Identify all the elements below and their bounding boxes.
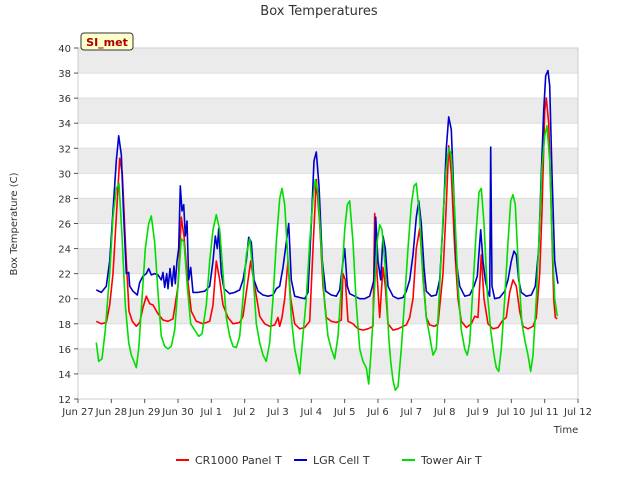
x-tick-label: Jul 2 xyxy=(233,407,256,418)
y-axis: 12 14 16 18 20 22 24 26 28 30 32 34 36 38 40 xyxy=(58,44,78,406)
y-tick-label: 16 xyxy=(58,345,71,356)
y-tick-label: 12 xyxy=(58,395,71,406)
x-tick-label: Jul 9 xyxy=(466,407,489,418)
band xyxy=(78,148,578,174)
x-tick-label: Jul 11 xyxy=(530,407,559,418)
chart-title: Box Temperatures xyxy=(260,4,378,19)
series-line-tower-air-t xyxy=(95,124,559,391)
y-tick-label: 36 xyxy=(58,94,71,105)
x-tick-label: Jul 12 xyxy=(563,407,592,418)
y-tick-label: 26 xyxy=(58,220,71,231)
x-tick-label: Jul 6 xyxy=(366,407,389,418)
series-layer xyxy=(95,69,559,391)
series-line-lgr-cell-t xyxy=(95,69,559,300)
x-tick-label: Jul 1 xyxy=(200,407,223,418)
band xyxy=(78,198,578,224)
y-tick-label: 34 xyxy=(58,119,71,130)
x-axis-label: Time xyxy=(553,425,578,436)
legend-label: CR1000 Panel T xyxy=(195,454,282,467)
y-tick-label: 40 xyxy=(58,44,71,55)
x-tick-label: Jul 8 xyxy=(433,407,456,418)
band xyxy=(78,98,578,124)
y-tick-label: 24 xyxy=(58,245,71,256)
y-tick-label: 20 xyxy=(58,295,71,306)
y-tick-label: 30 xyxy=(58,169,71,180)
x-tick-label: Jun 29 xyxy=(128,407,161,418)
x-tick-label: Jun 27 xyxy=(61,407,94,418)
y-tick-label: 38 xyxy=(58,69,71,80)
x-tick-label: Jul 10 xyxy=(496,407,525,418)
legend: CR1000 Panel T LGR Cell T Tower Air T xyxy=(176,454,482,467)
x-tick-label: Jun 28 xyxy=(95,407,128,418)
y-tick-label: 32 xyxy=(58,144,71,155)
band xyxy=(78,348,578,374)
band xyxy=(78,248,578,274)
station-label: SI_met xyxy=(86,36,128,49)
y-tick-label: 22 xyxy=(58,270,71,281)
x-tick-label: Jun 30 xyxy=(161,407,194,418)
x-tick-label: Jul 5 xyxy=(333,407,356,418)
station-label-box: SI_met xyxy=(80,32,134,51)
y-axis-label: Box Temperature (C) xyxy=(9,172,20,275)
band xyxy=(78,48,578,74)
x-axis: Jun 27 Jun 28 Jun 29 Jun 30 Jul 1 Jul 2 Jul 3 J… xyxy=(61,399,592,418)
x-tick-label: Jul 7 xyxy=(400,407,423,418)
y-tick-label: 18 xyxy=(58,320,71,331)
x-tick-label: Jul 4 xyxy=(300,407,323,418)
x-tick-label: Jul 3 xyxy=(266,407,289,418)
y-tick-label: 28 xyxy=(58,194,71,205)
legend-label: Tower Air T xyxy=(420,454,482,467)
y-tick-label: 14 xyxy=(58,370,71,381)
legend-label: LGR Cell T xyxy=(313,454,370,467)
